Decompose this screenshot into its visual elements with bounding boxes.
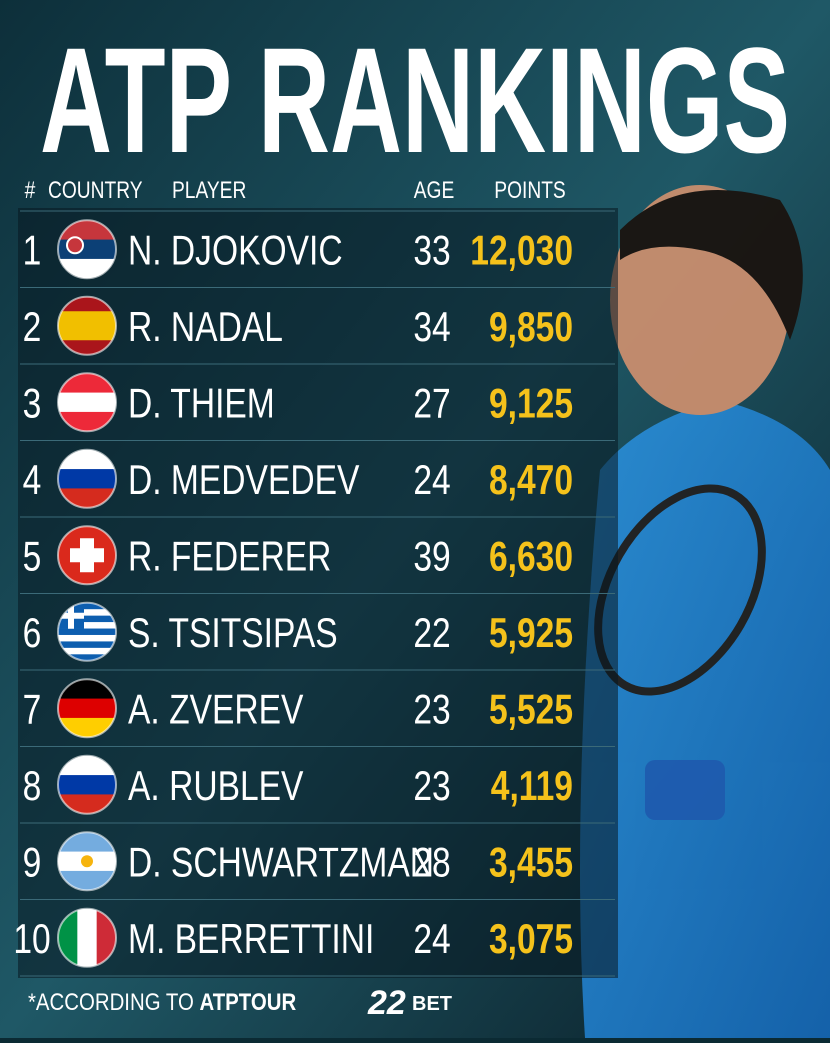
- player-name: A. RUBLEV: [128, 763, 304, 809]
- flag-stripe: [58, 641, 116, 649]
- table-row: 10 M. BERRETTINI 24 3,075: [13, 907, 615, 977]
- flag-stripe: [58, 622, 116, 630]
- age: 22: [413, 610, 450, 656]
- logo-number: 22: [367, 984, 406, 1022]
- player-name: S. TSITSIPAS: [128, 610, 338, 656]
- flag-ring: [57, 601, 117, 662]
- age: 24: [413, 916, 450, 962]
- flag: [58, 602, 116, 661]
- table-row: 6 S. TSITSIPAS 22 5,925: [20, 601, 615, 671]
- flag-stripe: [77, 908, 98, 967]
- flag-stripe: [58, 615, 116, 623]
- flag: [58, 526, 116, 585]
- points: 5,525: [489, 687, 573, 733]
- column-header: AGE: [414, 176, 455, 204]
- points: 5,925: [489, 610, 573, 656]
- flag-stripe: [58, 325, 116, 341]
- flag-stripe: [58, 775, 116, 795]
- points: 9,850: [489, 304, 573, 350]
- flag-ring: [57, 678, 117, 739]
- flag-stripe: [58, 698, 116, 719]
- rank: 6: [23, 610, 42, 656]
- flag-stripe: [58, 647, 116, 655]
- flag-ring: [57, 448, 117, 509]
- flag-cross: [70, 548, 104, 563]
- table-row: 7 A. ZVEREV 23 5,525: [20, 678, 615, 747]
- age: 39: [413, 534, 450, 580]
- age: 23: [413, 763, 450, 809]
- age: 23: [413, 687, 450, 733]
- age: 34: [413, 304, 450, 350]
- rank: 5: [23, 534, 42, 580]
- table: # COUNTRY PLAYER AGE POINTS 1 N. DJOKOVIC 33 12,…: [13, 176, 615, 977]
- points: 3,075: [489, 916, 573, 962]
- points: 9,125: [489, 381, 573, 427]
- column-header: #: [25, 176, 36, 204]
- rank: 1: [23, 228, 42, 274]
- flag-stripe: [58, 311, 116, 327]
- player-name: R. FEDERER: [128, 534, 331, 580]
- points: 12,030: [470, 228, 573, 274]
- points: 8,470: [489, 457, 573, 503]
- rank: 9: [23, 840, 42, 886]
- points: 6,630: [489, 534, 573, 580]
- points: 4,119: [491, 763, 573, 809]
- table-row: 1 N. DJOKOVIC 33 12,030: [20, 219, 615, 288]
- flag-stripe: [58, 628, 116, 636]
- flag-cross: [58, 612, 84, 619]
- table-row: 2 R. NADAL 34 9,850: [20, 295, 615, 365]
- rank: 3: [23, 381, 42, 427]
- title: ATP RANKINGS: [40, 16, 790, 184]
- player-name: A. ZVEREV: [128, 687, 304, 733]
- column-header: COUNTRY: [48, 176, 143, 204]
- rank: 8: [23, 763, 42, 809]
- footer-note: *ACCORDING TO ATPTOUR: [28, 988, 296, 1015]
- age: 27: [413, 381, 450, 427]
- table-row: 3 D. THIEM 27 9,125: [20, 372, 615, 441]
- player-name: D. MEDVEDEV: [128, 457, 360, 503]
- footer-source: ATPTOUR: [199, 988, 296, 1015]
- table-row: 4 D. MEDVEDEV 24 8,470: [20, 448, 615, 518]
- age: 33: [413, 228, 450, 274]
- flag-stripe: [58, 469, 116, 489]
- column-header: POINTS: [494, 176, 565, 204]
- flag-stripe: [58, 602, 116, 610]
- flag-ring: [57, 907, 117, 968]
- flag-ring: [57, 831, 117, 892]
- player-name: M. BERRETTINI: [128, 916, 374, 962]
- player-name: D. THIEM: [128, 381, 275, 427]
- flag-stripe: [58, 609, 116, 617]
- player-name: D. SCHWARTZMAN: [128, 840, 434, 886]
- rank: 2: [23, 304, 42, 350]
- flag-ring: [57, 754, 117, 815]
- table-row: 8 A. RUBLEV 23 4,119: [20, 754, 615, 824]
- flag-stripe: [58, 392, 116, 413]
- age: 24: [413, 457, 450, 503]
- flag-sun: [81, 855, 93, 868]
- points: 3,455: [489, 840, 573, 886]
- age: 28: [413, 840, 450, 886]
- flag-stripe: [58, 634, 116, 642]
- logo-text: BET: [412, 993, 452, 1015]
- player-name: N. DJOKOVIC: [128, 228, 343, 274]
- flag-emblem: [66, 236, 84, 255]
- flag-ring: [57, 295, 117, 356]
- rank: 4: [23, 457, 42, 503]
- player-name: R. NADAL: [128, 304, 283, 350]
- table-row: 5 R. FEDERER 39 6,630: [20, 525, 615, 594]
- flag-ring: [57, 219, 117, 280]
- player-photo: [580, 185, 830, 1038]
- flag-stripe: [58, 654, 116, 661]
- column-header: PLAYER: [172, 176, 246, 204]
- flag-ring: [57, 372, 117, 433]
- flag-ring: [57, 525, 117, 586]
- footer-note-text: *ACCORDING TO: [28, 988, 199, 1015]
- rank: 10: [13, 916, 50, 962]
- rank: 7: [23, 687, 42, 733]
